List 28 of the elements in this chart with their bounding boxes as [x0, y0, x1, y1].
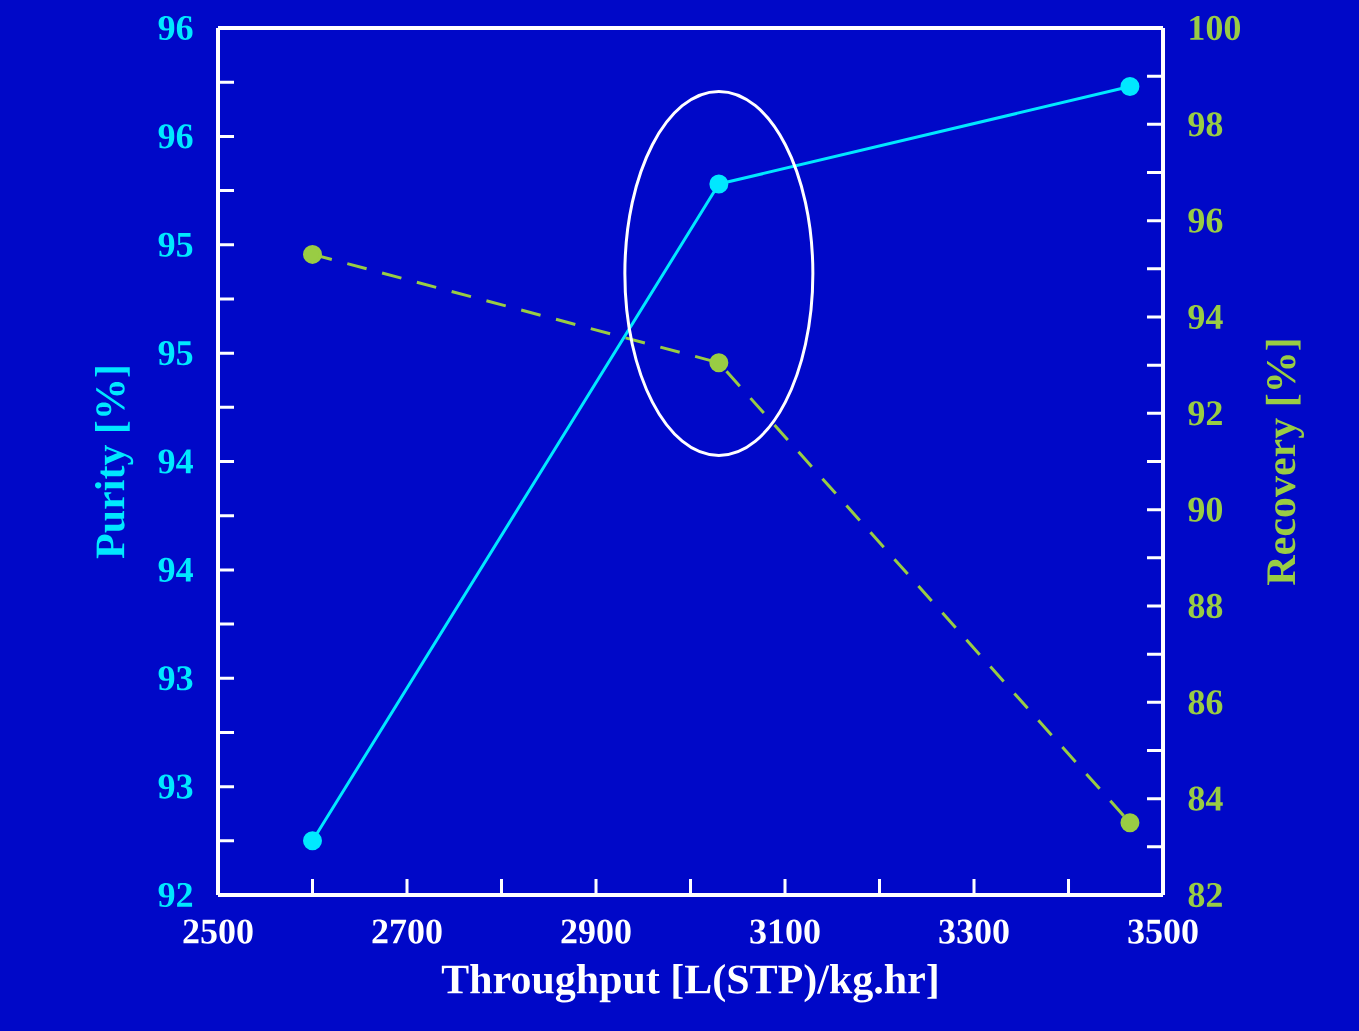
y2-tick-label: 82	[1188, 882, 1222, 908]
y2-tick-label: 84	[1188, 786, 1223, 811]
y-tick-label: 96	[158, 15, 193, 41]
x-tick-label: 2500	[183, 919, 253, 944]
y-axis-title: Purity [%]	[94, 367, 134, 559]
y-tick-label: 94	[158, 449, 193, 474]
x-tick-label: 2700	[372, 919, 442, 944]
y2-tick-label: 88	[1188, 593, 1223, 619]
y-tick-label: 93	[158, 666, 193, 691]
y2-tick-label: 86	[1188, 690, 1223, 715]
y2-tick-label: 100	[1190, 15, 1241, 41]
y2-tick-label: 98	[1188, 112, 1223, 137]
y-tick-label: 95	[158, 232, 193, 257]
y-tick-label: 93	[158, 774, 193, 799]
y-tick-label: 92	[158, 882, 193, 908]
y2-tick-label: 92	[1188, 401, 1222, 426]
x-tick-label: 3100	[750, 919, 820, 944]
y-tick-label: 94	[158, 557, 193, 582]
y2-axis-title: Recovery [%]	[1265, 340, 1305, 585]
y2-tick-label: 90	[1188, 497, 1223, 522]
y2-tick-label: 96	[1188, 208, 1223, 233]
x-tick-label: 3500	[1128, 919, 1198, 944]
y-tick-label: 95	[158, 341, 193, 366]
x-tick-label: 3300	[939, 919, 1009, 944]
y-tick-label: 96	[158, 124, 193, 149]
x-axis-title: Throughput [L(STP)/kg.hr]	[441, 964, 937, 1003]
x-tick-label: 2900	[561, 919, 631, 944]
y2-tick-label: 94	[1188, 304, 1223, 330]
